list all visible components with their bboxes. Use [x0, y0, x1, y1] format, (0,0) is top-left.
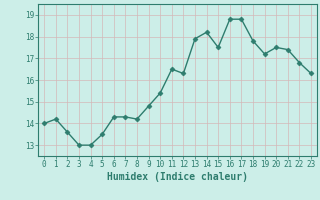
- X-axis label: Humidex (Indice chaleur): Humidex (Indice chaleur): [107, 172, 248, 182]
